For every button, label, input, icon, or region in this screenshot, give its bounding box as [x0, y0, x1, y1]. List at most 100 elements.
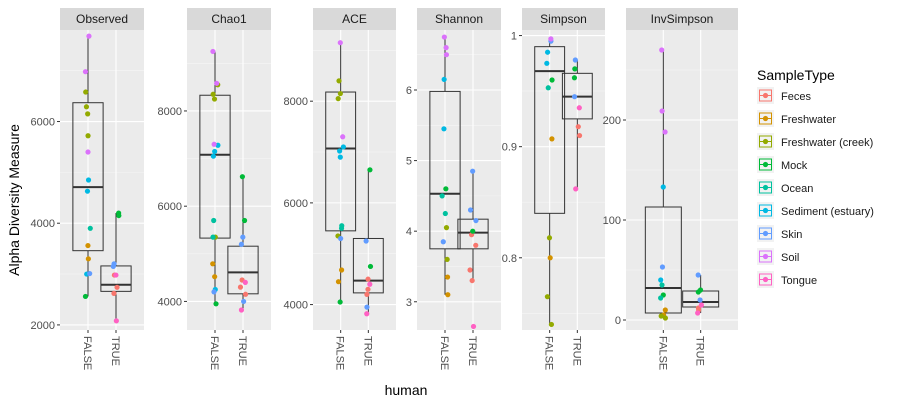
data-point-soil — [662, 129, 668, 135]
data-point-tongue — [238, 307, 245, 313]
y-tick-label: 0.9 — [502, 142, 517, 154]
data-point-soil — [337, 40, 343, 46]
data-point-sediment-estuary — [658, 277, 664, 283]
y-tick-label: 0 — [615, 315, 621, 327]
panel-background — [626, 30, 738, 330]
data-point-freshwater-creek — [85, 133, 91, 139]
data-point-feces — [473, 242, 479, 248]
strip-title: Shannon — [435, 12, 483, 26]
data-point-tongue — [573, 186, 579, 192]
data-point-mock — [571, 75, 578, 81]
y-tick-label: 8000 — [284, 96, 308, 108]
legend-item-mock: Mock — [757, 156, 808, 173]
data-point-ocean — [439, 193, 445, 199]
data-point-mock — [572, 66, 578, 72]
data-point-sediment-estuary — [337, 154, 343, 160]
data-point-freshwater — [338, 267, 345, 273]
strip-background — [417, 8, 501, 30]
data-point-freshwater — [549, 136, 555, 142]
legend-key-point — [762, 184, 769, 191]
panel-background — [187, 30, 271, 330]
data-point-freshwater-creek — [337, 90, 343, 97]
data-point-skin — [240, 234, 246, 240]
data-point-mock — [443, 186, 449, 192]
data-point-ocean — [338, 225, 345, 231]
box-false — [429, 90, 461, 250]
y-tick-label: 4 — [406, 226, 412, 238]
strip-background — [60, 8, 144, 30]
legend-key-point — [762, 138, 769, 145]
data-point-tongue — [470, 323, 477, 330]
data-point-sediment-estuary — [441, 76, 447, 83]
panel-observed: Observed 2000 4000 6000 FALSE TRUE — [31, 8, 144, 370]
data-point-feces — [237, 284, 244, 290]
strip-title: Chao1 — [211, 12, 247, 26]
panel-background — [60, 30, 144, 330]
strip-background — [187, 8, 271, 30]
data-point-freshwater — [85, 256, 91, 262]
data-point-soil — [211, 141, 217, 147]
data-point-ocean — [442, 210, 448, 217]
data-point-sediment-estuary — [84, 188, 91, 194]
data-point-skin — [110, 263, 116, 270]
legend-item-ocean: Ocean — [757, 179, 813, 196]
data-point-soil — [659, 47, 665, 53]
data-point-soil — [659, 108, 665, 114]
data-point-freshwater-creek — [544, 294, 551, 300]
data-point-freshwater-creek — [85, 111, 91, 117]
x-tick-label: FALSE — [543, 336, 555, 370]
x-tick-label: TRUE — [466, 336, 478, 366]
strip-background — [522, 8, 605, 30]
data-point-tongue — [364, 311, 370, 317]
data-point-feces — [365, 276, 371, 282]
data-point-mock — [213, 301, 219, 307]
box-true — [457, 218, 489, 250]
data-point-freshwater-creek — [548, 321, 555, 328]
x-axis-title: human — [385, 382, 428, 398]
data-point-sediment-estuary — [660, 184, 666, 190]
data-point-mock — [367, 167, 373, 173]
data-point-tongue — [242, 279, 248, 285]
data-point-freshwater — [547, 255, 553, 261]
legend-key-point — [762, 115, 769, 122]
data-point-ocean — [87, 225, 93, 231]
legend-item-label: Soil — [781, 252, 799, 264]
legend-item-label: Tongue — [781, 275, 817, 287]
y-tick-label: 200 — [603, 115, 621, 127]
data-point-skin — [440, 239, 446, 245]
panel-shannon: Shannon 3 4 5 6 FALSE TRUE — [406, 8, 501, 370]
panel-ace: ACE 4000 6000 8000 FALSE TRUE — [284, 8, 396, 370]
y-tick-label: 4000 — [31, 218, 55, 230]
data-point-mock — [239, 174, 246, 180]
strip-background — [626, 8, 738, 30]
y-tick-label: 6000 — [158, 201, 182, 213]
data-point-soil — [85, 149, 91, 155]
data-point-freshwater-creek — [211, 96, 218, 102]
box-true — [100, 265, 132, 292]
data-point-soil — [82, 69, 89, 75]
x-tick-label: FALSE — [656, 336, 668, 370]
legend-item-tongue: Tongue — [757, 271, 817, 288]
y-tick-label: 1 — [511, 31, 517, 43]
data-point-freshwater-creek — [83, 89, 89, 95]
legend-key-point — [762, 161, 769, 168]
data-point-mock — [82, 293, 89, 300]
data-point-soil — [214, 80, 220, 86]
y-tick-label: 2000 — [31, 320, 55, 332]
data-point-skin — [470, 168, 476, 174]
data-point-freshwater-creek — [662, 315, 668, 321]
strip-background — [313, 8, 396, 30]
data-point-feces — [111, 290, 117, 296]
data-point-soil — [443, 52, 450, 58]
panel-background — [417, 30, 501, 330]
data-point-ocean — [211, 217, 217, 224]
data-point-feces — [576, 132, 583, 139]
legend-key-point — [762, 92, 769, 99]
data-point-skin — [241, 298, 247, 305]
legend-item-label: Mock — [781, 160, 808, 172]
data-point-freshwater — [444, 274, 451, 280]
data-point-feces — [364, 291, 370, 298]
data-point-mock — [697, 287, 704, 293]
